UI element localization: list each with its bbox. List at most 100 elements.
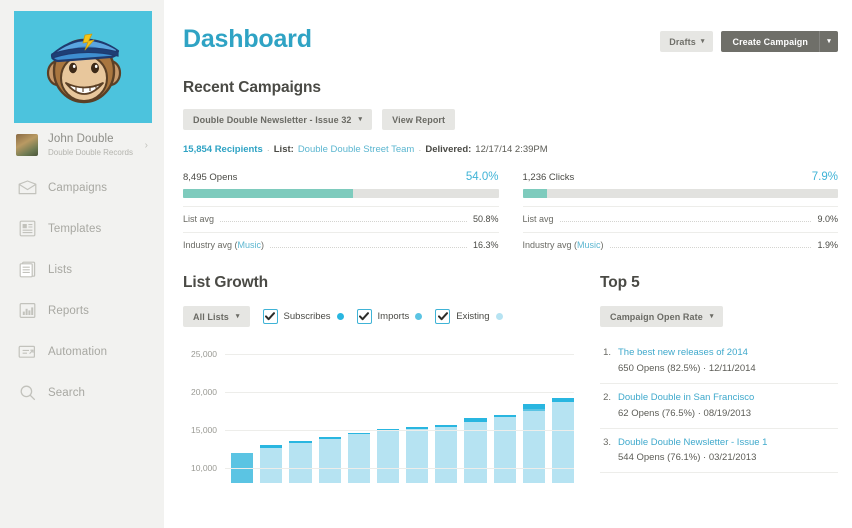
- legend-color-dot: [336, 313, 344, 320]
- sidebar-label: Lists: [48, 263, 73, 276]
- sidebar-item-search[interactable]: Search: [14, 372, 152, 413]
- chart-bar[interactable]: [260, 445, 283, 483]
- stat-clicks: 1,236 Clicks 7.9% List avg 9.0% Industry…: [522, 171, 838, 250]
- campaign-select[interactable]: Double Double Newsletter - Issue 32 ▾: [183, 109, 373, 130]
- sidebar-item-automation[interactable]: Automation: [14, 331, 152, 372]
- sidebar-item-lists[interactable]: Lists: [14, 249, 152, 290]
- sidebar-label: Automation: [48, 345, 108, 358]
- chart-bar-segment: [289, 443, 312, 483]
- legend-item-subscribes[interactable]: Subscribes: [262, 309, 344, 324]
- sidebar-item-templates[interactable]: Templates: [14, 208, 152, 249]
- top5-metric-label: Campaign Open Rate: [610, 311, 703, 322]
- chart-y-tick-label: 10,000: [191, 462, 217, 473]
- chart-bar-segment: [347, 432, 370, 435]
- stat-opens: 8,495 Opens 54.0% List avg 50.8% Industr…: [183, 171, 499, 250]
- chart-plot-area: 10,000 15,000 20,000 25,000: [191, 343, 578, 483]
- music-link[interactable]: Music: [577, 240, 601, 250]
- chart-bar[interactable]: [435, 425, 458, 483]
- chevron-down-icon: ▾: [358, 116, 363, 123]
- chevron-right-icon: ›: [144, 139, 148, 151]
- chart-bar[interactable]: [522, 403, 545, 483]
- chart-bar[interactable]: [406, 427, 429, 483]
- chevron-down-icon: ▾: [827, 38, 831, 45]
- legend-label: Subscribes: [283, 311, 331, 322]
- list-avg-label: List avg: [522, 214, 554, 224]
- chart-bar[interactable]: [318, 436, 341, 483]
- chart-bar[interactable]: [376, 429, 400, 483]
- dot-leader: [220, 221, 467, 222]
- campaign-select-label: Double Double Newsletter - Issue 32: [193, 114, 352, 125]
- chart-bar-segment: [318, 436, 341, 440]
- sidebar-item-campaigns[interactable]: Campaigns: [14, 167, 152, 208]
- top5-stats: 62 Opens (76.5%) · 08/19/2013: [618, 407, 752, 419]
- envelope-icon: [16, 177, 38, 199]
- top5-list-item[interactable]: 3. Double Double Newsletter - Issue 1 544 …: [600, 429, 838, 474]
- opens-progress-bar: [183, 189, 499, 198]
- campaign-controls: Double Double Newsletter - Issue 32 ▾ Vi…: [183, 109, 852, 130]
- chart-y-tick-label: 25,000: [191, 349, 217, 360]
- template-icon: [16, 218, 38, 240]
- drafts-button[interactable]: Drafts ▾: [660, 31, 714, 52]
- chart-bar[interactable]: [551, 398, 575, 483]
- opens-percent: 54.0%: [465, 171, 499, 183]
- sidebar-item-reports[interactable]: Reports: [14, 290, 152, 331]
- top5-campaign-link[interactable]: The best new releases of 2014: [618, 347, 748, 358]
- clicks-industry-avg-row: Industry avg (Music) 1.9%: [522, 232, 838, 250]
- top5-panel: Top 5 Campaign Open Rate ▾ 1. The best ne…: [600, 274, 838, 483]
- chart-bar[interactable]: [289, 441, 312, 483]
- legend-item-imports[interactable]: Imports: [356, 309, 423, 324]
- bar-chart-icon: [16, 300, 38, 322]
- chevron-down-icon: ▾: [709, 313, 714, 320]
- top5-campaign-link[interactable]: Double Double in San Francisco: [618, 391, 755, 403]
- create-campaign-button[interactable]: Create Campaign: [721, 31, 819, 52]
- chart-gridline: [225, 354, 574, 356]
- checkbox-imports[interactable]: [356, 309, 372, 324]
- industry-avg-value: 1.9%: [817, 240, 838, 250]
- list-avg-value: 9.0%: [817, 214, 838, 224]
- freddie-monkey-icon: [46, 33, 122, 104]
- industry-avg-value: 16.3%: [472, 240, 499, 250]
- top5-rank: 2.: [603, 391, 611, 403]
- mailchimp-freddie-logo[interactable]: [14, 11, 152, 123]
- chart-bar[interactable]: [493, 414, 516, 483]
- top5-metric-select[interactable]: Campaign Open Rate ▾: [600, 306, 724, 327]
- user-name: John Double: [48, 133, 114, 146]
- list-name-link[interactable]: Double Double Street Team: [297, 144, 415, 155]
- top5-list-item[interactable]: 1. The best new releases of 2014 650 Opens…: [600, 345, 838, 384]
- checkbox-subscribes[interactable]: [262, 309, 278, 324]
- chart-bar[interactable]: [347, 432, 370, 483]
- chevron-down-icon: ▾: [700, 38, 705, 45]
- sidebar: John Double Double Double Records › Camp…: [0, 0, 164, 528]
- all-lists-select[interactable]: All Lists ▾: [183, 306, 250, 327]
- drafts-label: Drafts: [669, 36, 696, 47]
- chart-bar[interactable]: [464, 417, 487, 483]
- view-report-button[interactable]: View Report: [382, 109, 456, 130]
- chart-gridline: [225, 430, 574, 432]
- chart-bar-segment: [435, 427, 458, 483]
- top5-list-item[interactable]: 2. Double Double in San Francisco 62 Opens…: [600, 384, 838, 429]
- chart-bar-segment: [522, 403, 545, 410]
- campaign-meta: 15,854 Recipients · List: Double Double …: [183, 144, 852, 155]
- sidebar-label: Reports: [48, 304, 89, 317]
- chart-bar-segment: [406, 428, 429, 483]
- clicks-progress-bar: [522, 189, 838, 198]
- checkbox-existing[interactable]: [435, 309, 451, 324]
- legend-item-existing[interactable]: Existing: [435, 309, 503, 324]
- top5-campaign-link[interactable]: Double Double Newsletter - Issue 1: [618, 436, 768, 448]
- delivered-label: Delivered:: [425, 144, 472, 155]
- legend-color-dot: [415, 313, 423, 320]
- music-link[interactable]: Music: [237, 240, 262, 250]
- legend-color-dot: [495, 313, 503, 320]
- create-campaign-dropdown-button[interactable]: ▾: [819, 31, 838, 52]
- recipients-link[interactable]: 15,854 Recipients: [183, 144, 263, 155]
- industry-avg-text: Industry avg (: [183, 240, 238, 250]
- chart-bar-segment: [406, 427, 429, 429]
- chart-y-tick-label: 15,000: [191, 425, 217, 436]
- clicks-list-avg-row: List avg 9.0%: [522, 206, 838, 224]
- chart-bar-segment: [464, 421, 487, 483]
- dot-leader: [270, 247, 467, 248]
- chart-bars: [231, 343, 575, 483]
- sidebar-item-user-profile[interactable]: John Double Double Double Records ›: [14, 123, 152, 167]
- legend-label: Existing: [456, 311, 490, 322]
- recent-campaigns-heading: Recent Campaigns: [183, 79, 321, 96]
